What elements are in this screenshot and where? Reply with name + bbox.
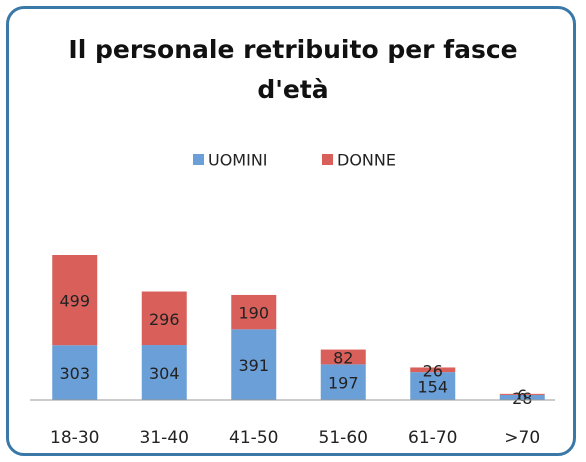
bar-segment	[410, 372, 456, 400]
x-tick-label: 61-70	[408, 428, 457, 448]
data-label: 190	[238, 304, 269, 323]
data-label: 304	[149, 364, 180, 383]
data-label: 303	[59, 364, 90, 383]
x-tick-label: 18-30	[50, 428, 99, 448]
data-label: 154	[417, 378, 448, 397]
bar-segment	[52, 255, 98, 346]
data-label: 499	[59, 292, 90, 311]
bar-segment	[410, 367, 456, 373]
data-label: 28	[512, 389, 532, 408]
data-label: 391	[238, 356, 269, 375]
bar-segment	[141, 291, 187, 346]
data-label: 6	[517, 386, 527, 405]
chart-frame	[6, 6, 576, 456]
bar-segment	[52, 345, 98, 400]
bar-segment	[231, 294, 277, 330]
data-label: 197	[328, 374, 359, 393]
bar-segment	[499, 393, 545, 395]
legend-label: UOMINI	[208, 151, 268, 170]
data-label: 26	[423, 361, 443, 380]
legend-swatch	[193, 154, 204, 165]
bar-segment	[499, 394, 545, 400]
legend-swatch	[322, 154, 333, 165]
data-label: 82	[333, 348, 353, 367]
x-tick-label: 41-50	[229, 428, 278, 448]
bar-segment	[141, 345, 187, 400]
x-tick-label: 51-60	[319, 428, 368, 448]
data-label: 296	[149, 310, 180, 329]
x-tick-label: >70	[504, 428, 540, 448]
x-tick-label: 31-40	[140, 428, 189, 448]
bar-segment	[320, 364, 366, 400]
bar-segment	[231, 329, 277, 400]
chart-title: Il personale retribuito per fasce d'età	[68, 35, 518, 104]
legend-label: DONNE	[337, 151, 396, 170]
bar-segment	[320, 349, 366, 365]
